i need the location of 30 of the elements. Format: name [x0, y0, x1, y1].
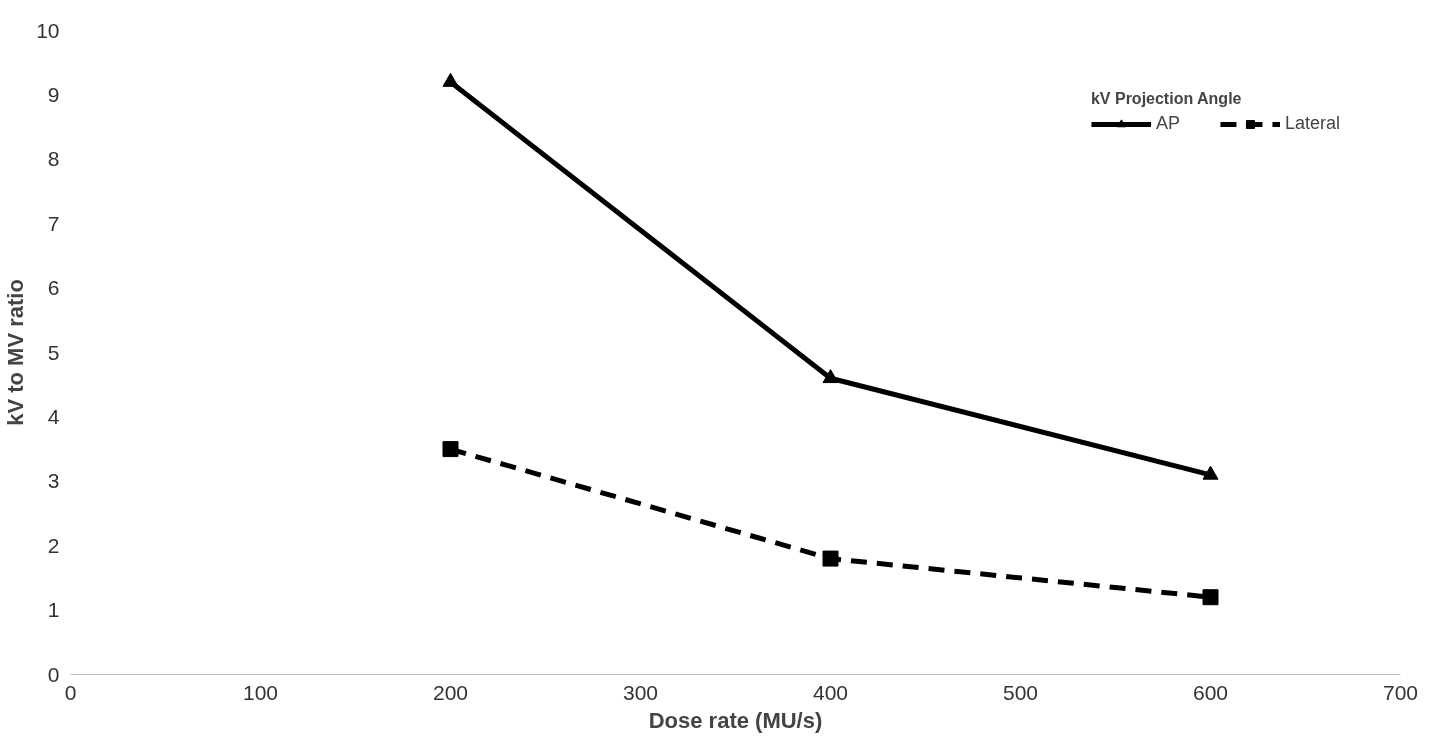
y-tick-label: 10: [36, 18, 60, 42]
x-tick-label: 500: [1002, 680, 1039, 704]
x-tick-label: 400: [812, 680, 849, 704]
point: [442, 441, 459, 458]
legend-label: AP: [1155, 113, 1180, 134]
y-tick-label: 7: [47, 211, 60, 235]
y-tick-label: 6: [47, 276, 60, 300]
x-tick-label: 600: [1192, 680, 1229, 704]
y-axis-title: kV to MV ratio: [3, 279, 29, 426]
point: [1202, 589, 1219, 606]
y-tick-label: 4: [47, 404, 60, 428]
x-axis-title: Dose rate (MU/s): [648, 707, 823, 733]
y-tick-label: 9: [47, 82, 60, 106]
point: [822, 369, 839, 384]
x-tick-label: 0: [64, 680, 77, 704]
y-tick-label: 5: [47, 340, 60, 364]
x-tick-label: 700: [1382, 680, 1419, 704]
y-tick-label: 2: [47, 533, 60, 557]
legend-title: kV Projection Angle: [1090, 90, 1243, 108]
point: [1202, 465, 1219, 480]
y-tick-label: 3: [47, 469, 60, 493]
y-tick-label: 1: [47, 598, 60, 622]
point: [822, 550, 839, 567]
point: [442, 72, 459, 87]
x-tick-label: 100: [242, 680, 279, 704]
x-tick-label: 200: [432, 680, 469, 704]
legend-label: Lateral: [1284, 113, 1340, 134]
y-tick-label: 8: [47, 147, 60, 171]
y-tick-label: 0: [47, 662, 60, 686]
x-tick-label: 300: [622, 680, 659, 704]
